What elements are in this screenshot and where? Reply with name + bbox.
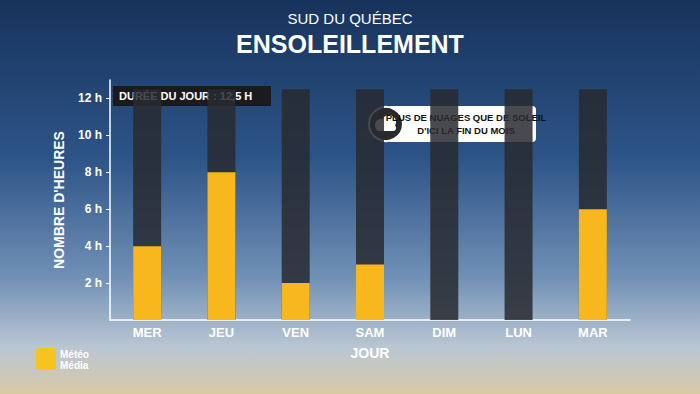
svg-text:VEN: VEN <box>282 325 309 340</box>
svg-text:NOMBRE D'HEURES: NOMBRE D'HEURES <box>51 131 67 269</box>
svg-text:MER: MER <box>133 325 163 340</box>
svg-text:10 h: 10 h <box>78 128 102 142</box>
svg-text:12 h: 12 h <box>78 91 102 105</box>
svg-text:ENSOLEILLEMENT: ENSOLEILLEMENT <box>236 30 464 58</box>
svg-text:4 h: 4 h <box>85 239 102 253</box>
svg-text:8 h: 8 h <box>85 165 102 179</box>
svg-text:2 h: 2 h <box>85 276 102 290</box>
svg-text:MAR: MAR <box>578 325 608 340</box>
svg-text:D'ICI LA FIN DU MOIS: D'ICI LA FIN DU MOIS <box>417 125 515 136</box>
svg-text:LUN: LUN <box>505 325 532 340</box>
svg-text:DIM: DIM <box>432 325 456 340</box>
svg-text:SAM: SAM <box>356 325 385 340</box>
svg-text:6 h: 6 h <box>85 202 102 216</box>
svg-text:JEU: JEU <box>209 325 234 340</box>
svg-text:SUD DU QUÉBEC: SUD DU QUÉBEC <box>287 10 412 27</box>
svg-text:Média: Média <box>60 360 89 371</box>
svg-text:PLUS DE NUAGES QUE DE SOLEIL: PLUS DE NUAGES QUE DE SOLEIL <box>385 112 547 123</box>
svg-text:JOUR: JOUR <box>351 345 390 361</box>
svg-text:Météo: Météo <box>60 349 89 360</box>
